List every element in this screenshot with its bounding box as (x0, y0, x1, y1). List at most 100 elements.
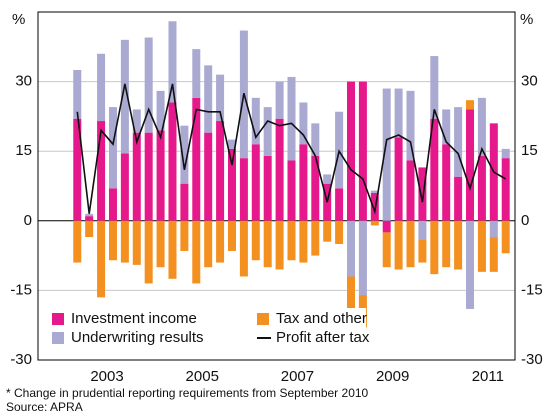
legend-label: Investment income (71, 310, 197, 327)
bar (347, 81, 356, 221)
bar (168, 220, 177, 279)
bar (108, 220, 117, 261)
y-unit-left: % (12, 11, 25, 28)
y-tick-label-right: 30 (521, 73, 538, 90)
bar (156, 220, 165, 268)
bar (204, 132, 213, 221)
bar (180, 220, 189, 251)
bar (418, 220, 427, 240)
bar (442, 220, 451, 268)
footnote: * Change in prudential reporting require… (6, 386, 369, 400)
x-tick-label: 2003 (90, 368, 123, 385)
bar (311, 220, 320, 256)
bar (382, 88, 391, 221)
bar (97, 220, 106, 298)
bar (227, 220, 236, 251)
bar (406, 90, 415, 161)
bar (418, 239, 427, 263)
bar (73, 220, 82, 263)
bar (192, 49, 201, 98)
bar (287, 76, 296, 161)
x-tick-label: 2007 (281, 368, 314, 385)
bar (442, 109, 451, 145)
bar (144, 37, 153, 133)
y-tick-label-left: -15 (10, 281, 32, 298)
bar (108, 188, 117, 221)
bar (442, 144, 451, 221)
y-tick-label-left: 0 (24, 212, 32, 229)
bar (73, 118, 82, 221)
bar (227, 148, 236, 221)
bar (120, 39, 129, 154)
bar (144, 132, 153, 221)
legend-swatch (52, 313, 64, 325)
y-tick-label-left: -30 (10, 351, 32, 368)
bar (358, 220, 367, 296)
bar (347, 276, 356, 309)
bar (335, 220, 344, 244)
bar (466, 220, 475, 309)
plot-frame (37, 11, 516, 361)
y-tick-label-right: -30 (521, 351, 543, 368)
legend-swatch (52, 332, 64, 344)
bar (120, 153, 129, 221)
bar (489, 220, 498, 238)
bar (85, 220, 94, 238)
bar (430, 56, 439, 119)
bar (382, 220, 391, 233)
bar (287, 220, 296, 261)
bar (156, 130, 165, 221)
bar (251, 144, 260, 221)
bar (394, 137, 403, 221)
y-tick-label-right: 15 (521, 142, 538, 159)
bar (263, 155, 272, 221)
bar (144, 220, 153, 284)
bar (489, 237, 498, 272)
legend-label: Underwriting results (71, 329, 204, 346)
bar (275, 118, 284, 221)
bar (204, 65, 213, 133)
bar (132, 220, 141, 265)
y-tick-label-left: 30 (15, 73, 32, 90)
bar (454, 107, 463, 177)
bar (406, 160, 415, 221)
bar (251, 97, 260, 145)
bar (287, 160, 296, 221)
bar (418, 167, 427, 221)
bar (120, 220, 129, 263)
bar (323, 220, 332, 242)
legend-label: Profit after tax (276, 329, 370, 346)
x-tick-label: 2005 (186, 368, 219, 385)
bar (108, 107, 117, 189)
bar (477, 155, 486, 221)
bar (275, 220, 284, 270)
bar (263, 220, 272, 268)
legend: Investment income Underwriting results Tax… (46, 308, 370, 350)
y-tick-label-right: 0 (521, 212, 529, 229)
bar (370, 190, 379, 193)
bar (430, 220, 439, 275)
bar (85, 216, 94, 221)
bar (299, 220, 308, 263)
y-unit-right: % (520, 11, 533, 28)
bar (466, 100, 475, 110)
bar (347, 220, 356, 277)
bar (311, 155, 320, 221)
legend-box (46, 308, 366, 350)
bar (216, 220, 225, 263)
bar (466, 109, 475, 221)
bar (501, 158, 510, 221)
bar (358, 81, 367, 221)
bar (192, 220, 201, 284)
bar (263, 107, 272, 156)
bar (477, 97, 486, 156)
bar (204, 220, 213, 268)
bar (323, 174, 332, 184)
bar (406, 220, 415, 268)
bar (477, 220, 486, 272)
bar (168, 102, 177, 221)
bar (73, 70, 82, 119)
bar (239, 158, 248, 221)
y-tick-label-left: 15 (15, 142, 32, 159)
bar (299, 102, 308, 145)
